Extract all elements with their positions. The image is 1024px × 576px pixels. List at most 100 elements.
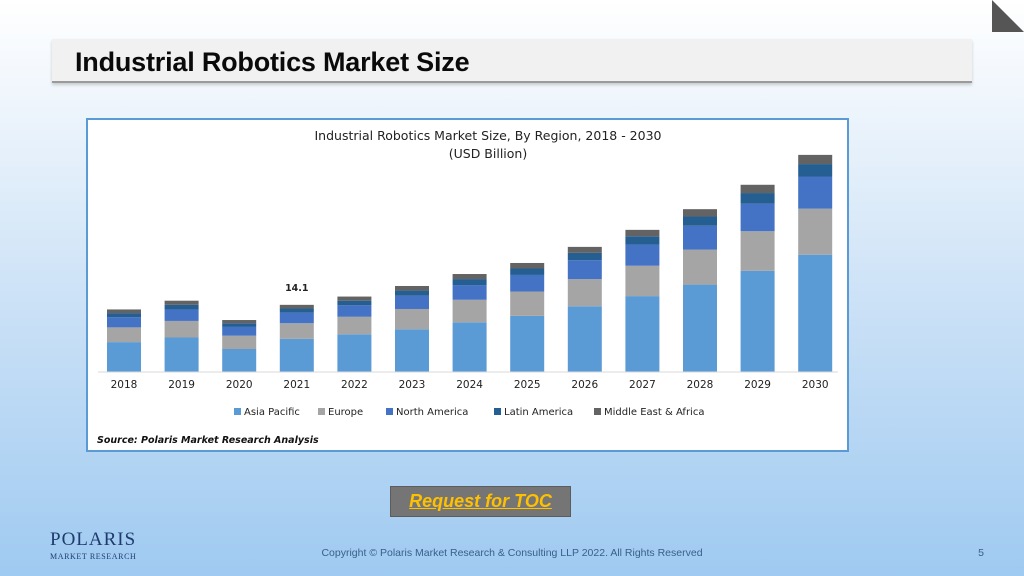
legend-swatch [494, 408, 501, 415]
bar-2024-europe [452, 299, 487, 323]
bar-2022-north-america [337, 305, 372, 317]
x-tick-label: 2020 [226, 379, 253, 391]
bar-2030-north-america [798, 176, 833, 209]
slide-title: Industrial Robotics Market Size [75, 47, 470, 77]
bar-2020-europe [222, 335, 257, 349]
bar-2025-asia-pacific [510, 315, 545, 372]
legend-swatch [386, 408, 393, 415]
chart-title: Industrial Robotics Market Size, By Regi… [315, 128, 662, 143]
bar-2028-europe [683, 249, 717, 285]
bar-2026-asia-pacific [567, 306, 602, 372]
bar-2020-asia-pacific [222, 349, 257, 372]
request-toc-label[interactable]: Request for TOC [409, 491, 552, 511]
bar-2029-europe [740, 231, 775, 271]
x-tick-label: 2030 [802, 379, 829, 391]
bar-2025-middle-east-africa [510, 262, 545, 269]
bar-2018-latin-america [107, 313, 141, 318]
bar-2027-europe [625, 265, 660, 297]
legend-label: Latin America [504, 407, 573, 418]
bar-2021-latin-america [279, 308, 314, 313]
bar-2023-middle-east-africa [395, 285, 429, 291]
legend-swatch [234, 408, 241, 415]
bar-2026-north-america [567, 260, 602, 280]
bar-2018-asia-pacific [107, 342, 141, 372]
bar-2026-latin-america [567, 252, 602, 261]
legend-item: Asia Pacific [234, 407, 300, 418]
bar-2024-latin-america [452, 279, 487, 286]
x-tick-label: 2022 [341, 379, 368, 391]
bar-2019-middle-east-africa [164, 300, 199, 305]
page-number: 5 [978, 547, 984, 559]
bar-2018-north-america [107, 317, 141, 328]
bar-2029-asia-pacific [740, 270, 775, 372]
bar-2023-europe [395, 308, 429, 330]
bar-2019-latin-america [164, 304, 199, 310]
logo-name: POLARIS [50, 529, 137, 550]
logo-subtitle: MARKET RESEARCH [50, 552, 137, 561]
bar-2019-north-america [164, 309, 199, 321]
slide-title-bar: Industrial Robotics Market Size [52, 39, 972, 83]
bar-2025-north-america [510, 274, 545, 292]
x-tick-label: 2021 [283, 379, 310, 391]
chart-frame: Industrial Robotics Market Size, By Regi… [86, 118, 849, 452]
bar-2025-europe [510, 291, 545, 316]
legend-label: Asia Pacific [244, 407, 300, 418]
bar-2020-middle-east-africa [222, 320, 257, 324]
bar-2021-north-america [279, 312, 314, 324]
x-tick-label: 2019 [168, 379, 195, 391]
bar-2030-latin-america [798, 164, 833, 177]
bar-2022-latin-america [337, 300, 372, 306]
legend-item: Middle East & Africa [594, 407, 704, 418]
bar-2023-asia-pacific [395, 329, 429, 372]
legend-label: North America [396, 407, 468, 418]
bar-2027-middle-east-africa [625, 229, 660, 237]
bars-group: 14.1 [107, 154, 833, 372]
bar-2029-middle-east-africa [740, 184, 775, 194]
stacked-bar-chart: Industrial Robotics Market Size, By Regi… [97, 128, 838, 446]
bar-2022-europe [337, 316, 372, 335]
x-tick-label: 2018 [111, 379, 138, 391]
x-tick-label: 2024 [456, 379, 483, 391]
bar-2026-middle-east-africa [567, 246, 602, 253]
legend-item: Europe [318, 407, 363, 418]
bar-2030-asia-pacific [798, 254, 833, 372]
bar-2027-asia-pacific [625, 296, 660, 372]
bar-2022-asia-pacific [337, 334, 372, 372]
legend: Asia Pacific Europe North America Latin Ame… [234, 407, 704, 418]
bar-2021-middle-east-africa [279, 304, 314, 309]
bar-2018-middle-east-africa [107, 309, 141, 314]
x-tick-label: 2028 [687, 379, 714, 391]
x-tick-label: 2029 [744, 379, 771, 391]
legend-label: Middle East & Africa [604, 407, 704, 418]
bar-2024-asia-pacific [452, 322, 487, 372]
bar-2023-latin-america [395, 290, 429, 296]
legend-item: Latin America [494, 407, 573, 418]
bar-2028-latin-america [683, 216, 717, 226]
bar-2019-europe [164, 320, 199, 338]
legend-label: Europe [328, 407, 363, 418]
bar-2029-latin-america [740, 193, 775, 204]
bar-2019-asia-pacific [164, 337, 199, 372]
request-toc-button[interactable]: Request for TOC [390, 486, 571, 517]
x-tick-label: 2023 [399, 379, 426, 391]
bar-2021-asia-pacific [279, 338, 314, 372]
bar-2028-asia-pacific [683, 284, 717, 372]
x-tick-label: 2027 [629, 379, 656, 391]
bar-2018-europe [107, 327, 141, 343]
x-tick-labels: 2018 2019 2020 2021 2022 2023 2024 2025 2026 2027… [111, 379, 829, 391]
bar-2020-latin-america [222, 323, 257, 327]
bar-2030-middle-east-africa [798, 154, 833, 165]
copyright-text: Copyright © Polaris Market Research & Co… [321, 547, 703, 559]
legend-swatch [594, 408, 601, 415]
bar-2029-north-america [740, 203, 775, 232]
bar-2028-north-america [683, 225, 717, 250]
x-tick-label: 2026 [571, 379, 598, 391]
chart-subtitle: (USD Billion) [449, 146, 527, 161]
bar-2025-latin-america [510, 268, 545, 275]
x-tick-label: 2025 [514, 379, 541, 391]
polaris-logo: POLARIS MARKET RESEARCH [50, 530, 136, 561]
bar-2022-middle-east-africa [337, 296, 372, 301]
bar-2020-north-america [222, 326, 257, 336]
legend-item: North America [386, 407, 468, 418]
bar-2024-north-america [452, 285, 487, 300]
